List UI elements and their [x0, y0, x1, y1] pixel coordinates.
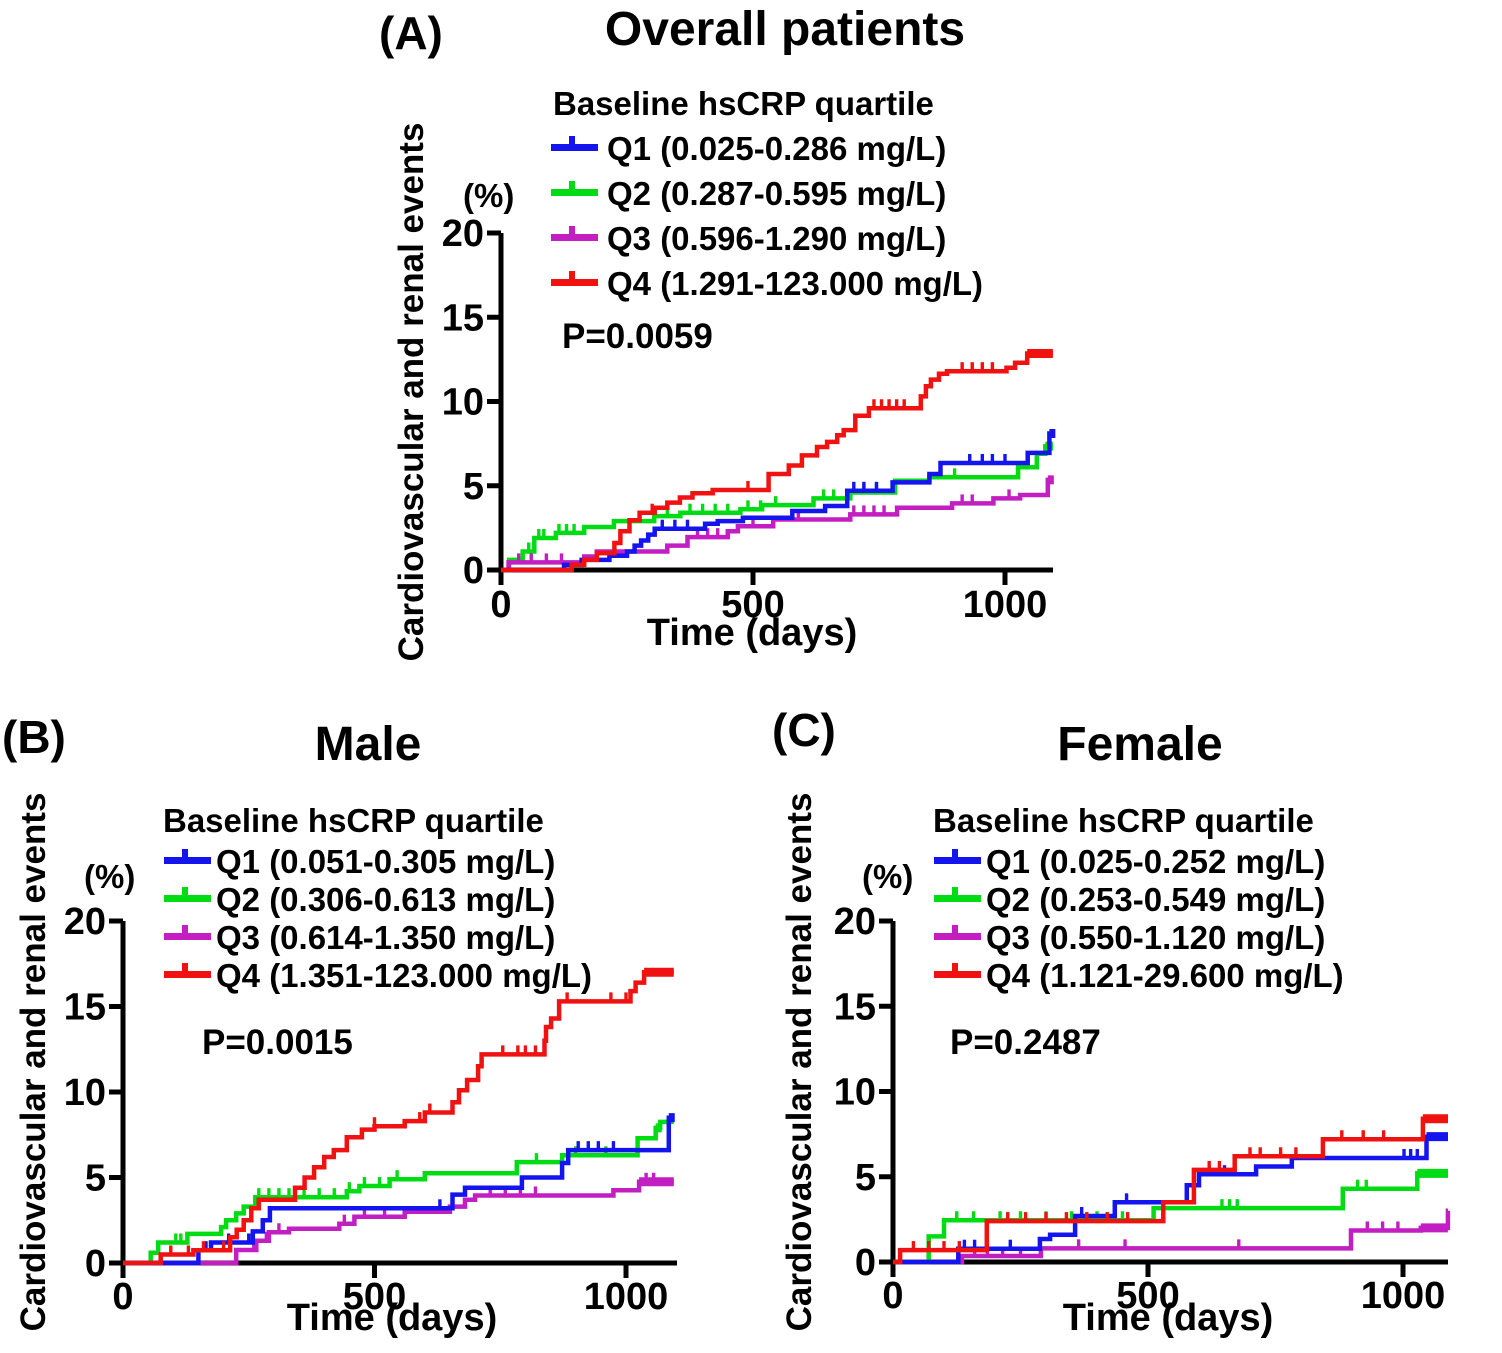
svg-text:20: 20	[64, 901, 106, 943]
q3-line-marker-icon	[934, 919, 981, 955]
svg-text:500: 500	[343, 1276, 406, 1318]
svg-text:5: 5	[463, 466, 484, 508]
panel-c-letter: (C)	[772, 704, 836, 756]
svg-text:10: 10	[834, 1072, 876, 1114]
svg-text:15: 15	[64, 987, 106, 1029]
q4-line-marker-icon	[164, 957, 211, 993]
svg-text:10: 10	[442, 382, 484, 424]
svg-text:15: 15	[834, 986, 876, 1028]
q4-line-marker-icon	[551, 265, 598, 301]
panel-a-legend-title: Baseline hsCRP quartile	[553, 85, 934, 122]
svg-text:20: 20	[442, 213, 484, 255]
panel-b-percent-unit: (%)	[84, 858, 136, 895]
svg-text:1000: 1000	[584, 1276, 669, 1318]
legend-label: Q2 (0.287-0.595 mg/L)	[607, 175, 947, 212]
q4-line-marker-icon	[934, 957, 981, 993]
panel-c-percent-unit: (%)	[862, 858, 914, 895]
panel-a-x-axis-title: Time (days)	[646, 612, 858, 654]
panel-b-p-value: P=0.0015	[202, 1023, 353, 1062]
q3-line-marker-icon	[551, 220, 598, 256]
panel-a-p-value: P=0.0059	[562, 317, 713, 356]
panel-b-title: Male	[314, 718, 422, 771]
q1-line-marker-icon	[164, 843, 211, 879]
panel-c-title: Female	[1057, 718, 1223, 771]
svg-text:1000: 1000	[963, 584, 1048, 626]
svg-text:0: 0	[490, 584, 511, 626]
legend-label: Q4 (1.291-123.000 mg/L)	[607, 265, 984, 302]
panel-c-y-axis-title: Cardiovascular and renal events	[780, 792, 819, 1332]
svg-text:0: 0	[855, 1242, 876, 1284]
svg-text:20: 20	[834, 901, 876, 943]
panel-b-legend-title: Baseline hsCRP quartile	[163, 802, 544, 839]
q2-line-marker-icon	[934, 881, 981, 917]
panel-b-y-axis-title: Cardiovascular and renal events	[14, 792, 53, 1332]
panel-a-title: Overall patients	[604, 3, 966, 56]
q1-line-marker-icon	[934, 843, 981, 879]
legend-label: Q3 (0.614-1.350 mg/L)	[216, 919, 556, 956]
q2-line-marker-icon	[551, 175, 598, 211]
svg-text:5: 5	[855, 1157, 876, 1199]
legend-label: Q1 (0.051-0.305 mg/L)	[216, 843, 556, 880]
q3-line-marker-icon	[164, 919, 211, 955]
panel-b-x-axis-title: Time (days)	[286, 1297, 498, 1339]
svg-text:0: 0	[112, 1276, 133, 1318]
svg-text:15: 15	[442, 297, 484, 339]
legend-label: Q1 (0.025-0.252 mg/L)	[986, 843, 1326, 880]
panel-c-p-value: P=0.2487	[950, 1023, 1101, 1062]
legend-label: Q4 (1.351-123.000 mg/L)	[216, 957, 593, 994]
q1-line-marker-icon	[551, 130, 598, 166]
legend-label: Q2 (0.253-0.549 mg/L)	[986, 881, 1326, 918]
panel-c-legend-title: Baseline hsCRP quartile	[933, 802, 1314, 839]
q2-line-marker-icon	[164, 881, 211, 917]
legend-label: Q1 (0.025-0.286 mg/L)	[607, 130, 947, 167]
panel-a-letter: (A)	[379, 7, 443, 59]
svg-text:0: 0	[85, 1243, 106, 1285]
svg-text:500: 500	[1116, 1275, 1179, 1317]
legend-label: Q4 (1.121-29.600 mg/L)	[986, 957, 1344, 994]
legend-label: Q3 (0.550-1.120 mg/L)	[986, 919, 1326, 956]
legend-label: Q2 (0.306-0.613 mg/L)	[216, 881, 556, 918]
panel-a-y-axis-title: Cardiovascular and renal events	[392, 122, 431, 662]
svg-text:10: 10	[64, 1072, 106, 1114]
panel-a-percent-unit: (%)	[463, 177, 515, 214]
svg-text:500: 500	[721, 584, 784, 626]
svg-text:5: 5	[85, 1158, 106, 1200]
svg-text:1000: 1000	[1361, 1275, 1446, 1317]
svg-text:0: 0	[463, 550, 484, 592]
panel-c-x-axis-title: Time (days)	[1062, 1297, 1274, 1339]
svg-text:0: 0	[882, 1275, 903, 1317]
legend-label: Q3 (0.596-1.290 mg/L)	[607, 220, 947, 257]
panel-b-letter: (B)	[2, 711, 66, 763]
